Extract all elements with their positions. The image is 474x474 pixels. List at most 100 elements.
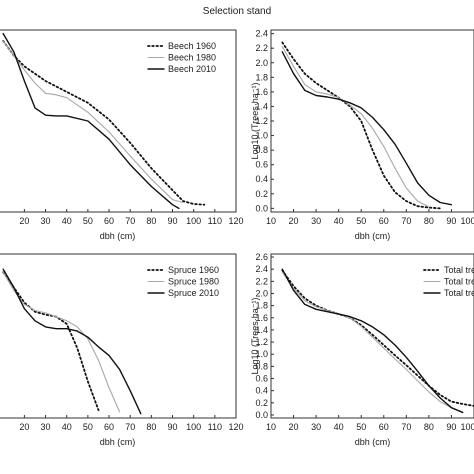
series-line-1 (2, 40, 206, 206)
x-tick-label: 40 (62, 422, 72, 432)
y-tick-label: 2.2 (255, 43, 268, 53)
x-tick-label: 50 (356, 422, 366, 432)
y-tick-label: 1.4 (255, 325, 268, 335)
x-axis-label: dbh (cm) (100, 437, 136, 447)
series-line-1 (2, 271, 100, 412)
x-tick-label: 60 (104, 216, 114, 226)
legend-label: Spruce 1980 (168, 277, 219, 287)
series-line-2 (2, 40, 184, 204)
y-tick-label: 0.6 (255, 374, 268, 384)
x-tick-label: 90 (446, 216, 456, 226)
y-axis-label: Log10 (Trees·ha⁻¹) (250, 83, 260, 160)
figure-title: Selection stand (203, 6, 271, 17)
series-group (281, 268, 474, 414)
plot-frame (0, 253, 237, 419)
legend-label: Total tre (444, 265, 474, 275)
legend-label: Spruce 2010 (168, 288, 219, 298)
y-tick-label: 1.2 (255, 116, 268, 126)
x-tick-label: 70 (401, 422, 411, 432)
y-tick-label: 0.4 (255, 386, 268, 396)
x-axis-label: dbh (cm) (355, 437, 391, 447)
x-tick-label: 40 (334, 422, 344, 432)
series-line-1 (281, 269, 474, 407)
series-line-2 (2, 271, 121, 413)
y-tick-label: 0.0 (255, 203, 268, 213)
x-tick-label: 90 (446, 422, 456, 432)
chart-panel-bottom-left: 20 30 40 50 60 70 80 90 100 110 120 dbh (cm) Spruce … (0, 253, 244, 447)
x-tick-label: 10 (266, 216, 276, 226)
y-tick-label: 1.6 (255, 87, 268, 97)
x-tick-label: 100 (460, 216, 474, 226)
y-tick-label: 1.6 (255, 313, 268, 323)
x-tick-label: 60 (379, 422, 389, 432)
plot-frame (270, 253, 474, 419)
y-tick-label: 0.6 (255, 160, 268, 170)
x-tick-label: 90 (168, 422, 178, 432)
x-axis-label: dbh (cm) (100, 231, 136, 241)
x-tick-label: 20 (289, 216, 299, 226)
y-axis-label: Log10 (Trees·ha⁻¹) (250, 298, 260, 375)
x-tick-label: 110 (208, 422, 222, 432)
series-line-3 (281, 51, 453, 206)
x-tick-label: 80 (424, 422, 434, 432)
x-tick-label: 30 (311, 216, 321, 226)
y-tick-label: 1.8 (255, 301, 268, 311)
chart-panel-top-left: 20 30 40 50 60 70 80 90 100 110 120 dbh (cm) Beech 1… (0, 29, 244, 241)
x-tick-label: 100 (186, 216, 201, 226)
x-tick-label: 110 (208, 216, 222, 226)
x-tick-label: 40 (62, 216, 72, 226)
x-tick-label: 20 (19, 422, 29, 432)
x-tick-label: 50 (356, 216, 366, 226)
x-tick-label: 10 (266, 422, 276, 432)
x-tick-label: 80 (146, 422, 156, 432)
legend-label: Beech 2010 (168, 64, 216, 74)
x-tick-label: 100 (186, 422, 201, 432)
legend-label: Beech 1960 (168, 41, 216, 51)
x-tick-label: 50 (83, 422, 93, 432)
y-tick-label: 2.4 (255, 29, 268, 39)
chart-panel-bottom-right: 10 20 30 40 50 60 70 80 90 100 0.0 0.2 0.4 0.6 0.8 1.0 1… (250, 252, 474, 447)
x-tick-label: 60 (104, 422, 114, 432)
x-tick-label: 120 (228, 216, 243, 226)
y-tick-label: 1.0 (255, 349, 268, 359)
x-axis-label: dbh (cm) (355, 231, 391, 241)
y-tick-label: 0.0 (255, 410, 268, 420)
x-tick-label: 60 (379, 216, 389, 226)
chart-panel-top-right: 10 20 30 40 50 60 70 80 90 100 0.0 0.2 0.4 0.6 0.8 1.0 1… (250, 29, 474, 241)
y-tick-label: 2.0 (255, 288, 268, 298)
x-tick-label: 70 (125, 216, 135, 226)
y-tick-label: 0.8 (255, 361, 268, 371)
y-tick-label: 1.4 (255, 101, 268, 111)
plot-frame (270, 29, 474, 213)
x-tick-label: 30 (311, 422, 321, 432)
y-tick-label: 0.2 (255, 398, 268, 408)
panels-container: 20 30 40 50 60 70 80 90 100 110 120 dbh (cm) Beech 1… (0, 29, 474, 447)
x-tick-label: 20 (19, 216, 29, 226)
series-group (281, 41, 453, 210)
y-tick-label: 0.2 (255, 189, 268, 199)
series-line-3 (281, 268, 464, 414)
x-tick-label: 40 (334, 216, 344, 226)
series-line-1 (281, 41, 442, 210)
y-tick-label: 1.0 (255, 131, 268, 141)
x-tick-label: 100 (460, 422, 474, 432)
legend-label: Spruce 1960 (168, 265, 219, 275)
y-tick-label: 1.2 (255, 337, 268, 347)
y-tick-label: 0.4 (255, 174, 268, 184)
series-group (2, 268, 142, 415)
x-tick-label: 70 (401, 216, 411, 226)
y-tick-label: 2.6 (255, 252, 268, 262)
x-tick-label: 70 (125, 422, 135, 432)
x-tick-label: 90 (168, 216, 178, 226)
x-tick-label: 120 (228, 422, 243, 432)
x-tick-label: 30 (41, 216, 51, 226)
x-tick-label: 80 (146, 216, 156, 226)
y-tick-label: 2.2 (255, 276, 268, 286)
x-tick-label: 50 (83, 216, 93, 226)
series-line-3 (2, 268, 142, 415)
y-tick-label: 1.8 (255, 72, 268, 82)
legend-label: Total tre (444, 277, 474, 287)
